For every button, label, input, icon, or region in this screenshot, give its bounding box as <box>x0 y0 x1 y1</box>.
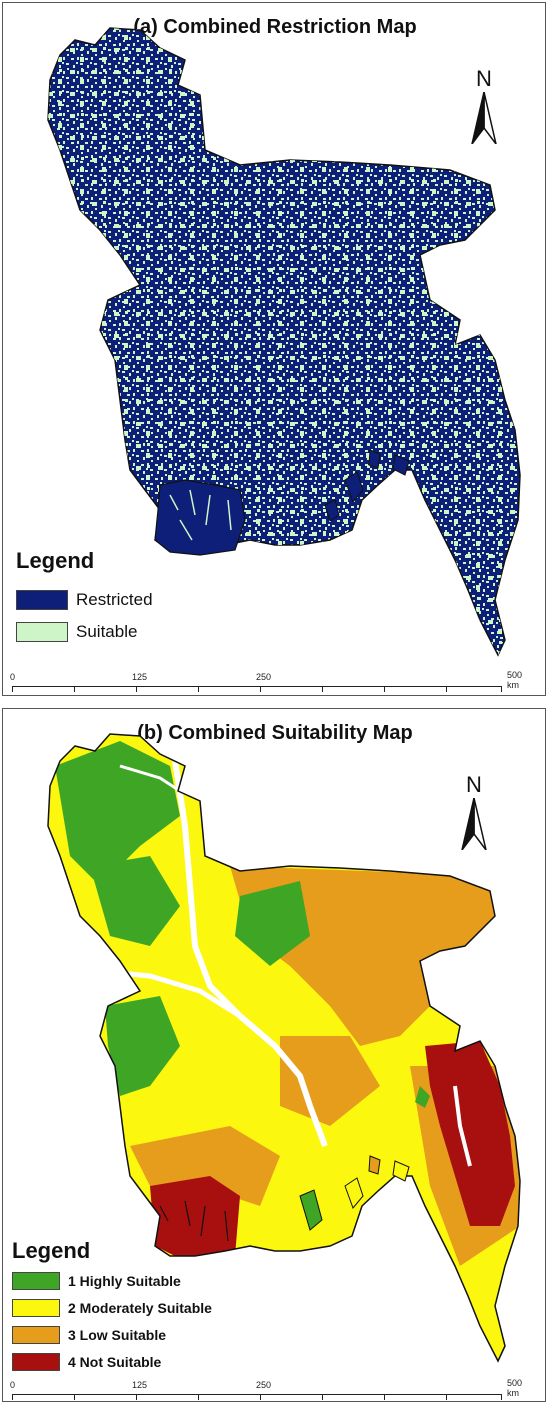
map-frame <box>2 708 546 1402</box>
north-label: N <box>476 66 492 91</box>
legend-label: 1 Highly Suitable <box>68 1273 181 1289</box>
map-title: (b) Combined Suitability Map <box>137 722 413 744</box>
restriction-map-panel: (a) Combined Restriction Map <box>0 0 550 700</box>
north-arrow-icon <box>471 91 497 145</box>
legend-label: 2 Moderately Suitable <box>68 1300 212 1316</box>
scale-label: 125 <box>132 672 148 682</box>
legend-item-not-suitable: 4 Not Suitable <box>12 1353 161 1371</box>
scale-label: 0 <box>10 672 16 682</box>
north-arrow-icon <box>461 797 487 851</box>
scale-label: 500 km <box>507 670 523 690</box>
scale-bar: 0 125 250 500 km <box>10 1378 522 1410</box>
country-shape <box>47 27 521 657</box>
legend-item-restricted: Restricted <box>16 590 153 610</box>
legend-item-highly-suitable: 1 Highly Suitable <box>12 1272 181 1290</box>
legend-label: 3 Low Suitable <box>68 1327 167 1343</box>
legend-item-moderately-suitable: 2 Moderately Suitable <box>12 1299 212 1317</box>
scale-label: 500 km <box>507 1378 523 1398</box>
legend-swatch <box>12 1299 60 1317</box>
restriction-map <box>47 27 521 657</box>
legend-title: Legend <box>16 548 95 573</box>
map-frame <box>2 2 546 696</box>
suitability-map <box>47 733 521 1363</box>
legend-label: Restricted <box>76 590 153 609</box>
country-outline <box>47 733 521 1363</box>
legend-title: Legend <box>12 1238 91 1263</box>
legend-item-suitable: Suitable <box>16 622 137 642</box>
legend-label: 4 Not Suitable <box>68 1354 162 1370</box>
scale-label: 250 <box>256 672 272 682</box>
north-arrow: N <box>460 772 488 855</box>
legend-item-low-suitable: 3 Low Suitable <box>12 1326 166 1344</box>
legend-swatch <box>12 1326 60 1344</box>
legend-swatch <box>12 1272 60 1290</box>
north-label: N <box>466 772 482 797</box>
map-title: (a) Combined Restriction Map <box>133 16 417 38</box>
legend-swatch <box>16 622 68 642</box>
scale-label: 0 <box>10 1380 16 1390</box>
scale-bar: 0 125 250 500 km <box>10 670 522 702</box>
scale-label: 125 <box>132 1380 148 1390</box>
north-arrow: N <box>470 66 498 149</box>
legend-swatch <box>16 590 68 610</box>
scale-label: 250 <box>256 1380 272 1390</box>
legend-label: Suitable <box>76 622 138 641</box>
suitability-map-panel: (b) Combined Suitability Map <box>0 706 550 1406</box>
legend-swatch <box>12 1353 60 1371</box>
